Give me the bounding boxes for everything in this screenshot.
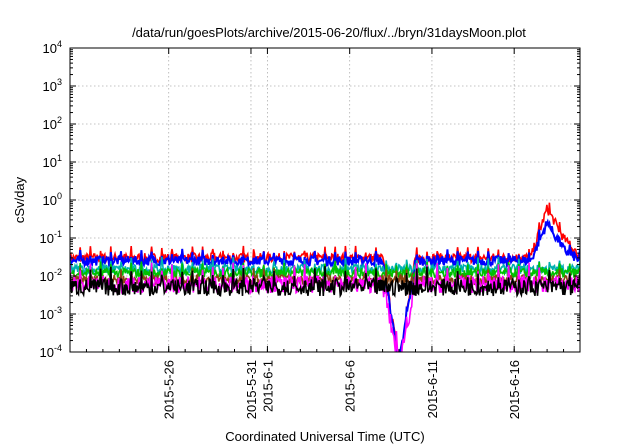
series-group [70,202,580,352]
y-tick-label: 10-4 [40,343,62,360]
x-tick-label: 2015-6-16 [507,360,522,419]
series-line [70,266,580,299]
x-tick-label: 2015-5-26 [162,360,177,419]
y-tick-label: 103 [43,77,62,94]
series-line [70,260,580,281]
chart-title: /data/run/goesPlots/archive/2015-06-20/f… [132,25,526,40]
y-tick-label: 104 [43,39,62,56]
y-tick-label: 102 [43,115,62,132]
axes: 10-4 10-3 10-2 10-1 100 101 102 103 104 2015-5-26… [40,39,581,419]
y-tick-label: 101 [43,153,62,170]
y-tick-label: 10-2 [40,267,62,284]
y-axis-label: cSv/day [12,176,27,223]
grid [70,48,580,352]
y-tick-label: 10-3 [40,305,62,322]
series-line [70,218,580,352]
y-tick-label: 10-1 [40,229,62,246]
x-axis-label: Coordinated Universal Time (UTC) [225,429,424,444]
y-tick-label: 100 [43,191,62,208]
x-tick-label: 2015-6-6 [343,360,358,412]
x-tick-label: 2015-6-11 [425,360,440,418]
x-tick-label: 2015-6-1 [260,360,275,412]
x-tick-label: 2015-5-31 [244,360,259,419]
